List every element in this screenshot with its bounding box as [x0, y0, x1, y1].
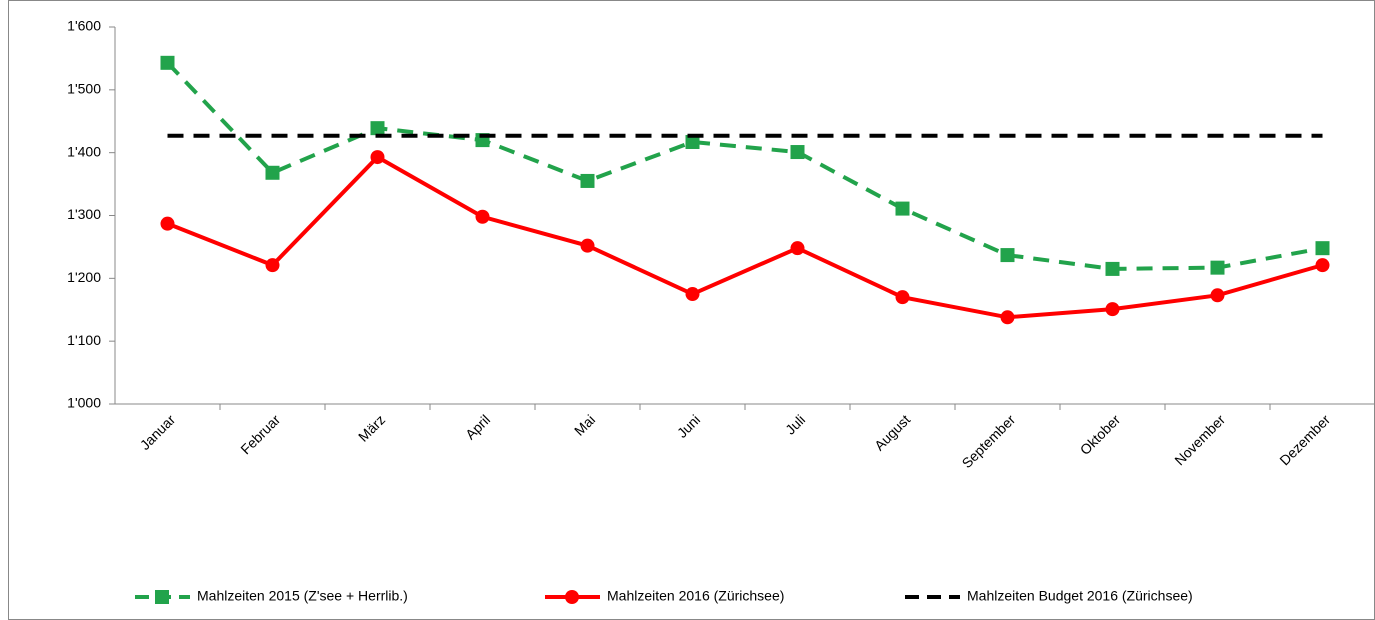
y-tick-label: 1'200 [67, 269, 101, 285]
y-tick-label: 1'500 [67, 81, 101, 97]
marker [1210, 260, 1225, 275]
marker [265, 258, 280, 273]
y-tick-label: 1'100 [67, 332, 101, 348]
legend-marker [565, 590, 579, 604]
marker [685, 287, 700, 302]
y-tick-label: 1'400 [67, 143, 101, 159]
marker [1315, 241, 1330, 256]
marker [685, 134, 700, 149]
legend-label: Mahlzeiten 2016 (Zürichsee) [607, 588, 784, 604]
y-tick-label: 1'300 [67, 206, 101, 222]
series-line [166, 154, 1324, 320]
marker [790, 145, 805, 160]
legend-label: Mahlzeiten 2015 (Z'see + Herrlib.) [197, 588, 408, 604]
marker [580, 238, 595, 253]
marker [1315, 258, 1330, 273]
marker [790, 241, 805, 256]
marker [1000, 248, 1015, 263]
marker [475, 209, 490, 224]
marker [1105, 302, 1120, 317]
marker [160, 55, 175, 70]
y-tick-label: 1'600 [67, 18, 101, 34]
marker [1105, 261, 1120, 276]
y-tick-label: 1'000 [67, 395, 101, 411]
marker [1000, 310, 1015, 325]
legend-label: Mahlzeiten Budget 2016 (Zürichsee) [967, 588, 1193, 604]
marker [895, 201, 910, 216]
marker [265, 165, 280, 180]
marker [1210, 288, 1225, 303]
legend-marker [155, 590, 169, 604]
marker [160, 216, 175, 231]
chart-frame [8, 0, 1375, 620]
marker [370, 121, 385, 136]
marker [370, 150, 385, 165]
marker [895, 290, 910, 305]
marker [580, 173, 595, 188]
